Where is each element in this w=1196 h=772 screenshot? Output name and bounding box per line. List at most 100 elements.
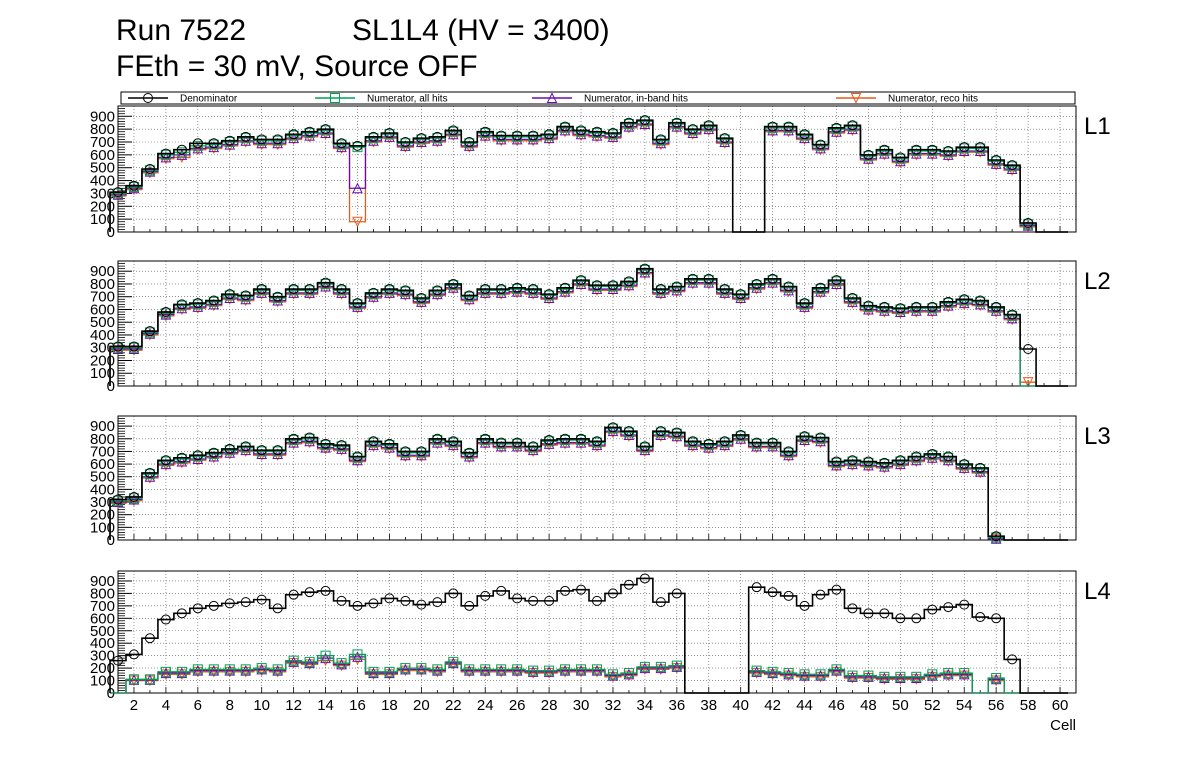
data-point (256, 663, 267, 674)
x-tick-label: 46 (828, 697, 845, 714)
data-point (847, 292, 858, 303)
data-point (863, 456, 874, 467)
data-point (368, 669, 379, 680)
legend-marker-2 (546, 92, 558, 103)
data-point (576, 664, 587, 675)
data-point (799, 129, 810, 140)
data-point (559, 666, 571, 678)
data-point (448, 125, 459, 136)
data-point (288, 655, 299, 666)
data-point (256, 663, 268, 675)
data-point (671, 281, 682, 292)
x-tick-label: 6 (194, 697, 202, 714)
data-point (799, 600, 810, 611)
x-tick-label: 14 (317, 697, 334, 714)
data-point (160, 308, 172, 320)
y-tick-label: 800 (90, 431, 115, 448)
data-point (384, 438, 395, 449)
data-point (767, 437, 778, 448)
panel-label-L1: L1 (1084, 113, 1111, 140)
data-point (990, 533, 1002, 544)
data-point (751, 665, 762, 676)
y-tick-label: 200 (90, 352, 115, 369)
data-point (368, 131, 379, 142)
data-point (895, 672, 906, 684)
data-point (208, 295, 219, 306)
data-point (144, 328, 156, 339)
data-point (751, 668, 762, 679)
data-point (560, 664, 571, 675)
data-point (576, 584, 587, 595)
data-point (879, 672, 890, 684)
data-point (512, 437, 523, 448)
data-point (527, 666, 539, 677)
y-tick-label: 500 (90, 469, 115, 486)
x-tick-label: 36 (668, 697, 685, 714)
y-tick-label: 900 (90, 418, 115, 435)
data-point (224, 664, 235, 675)
data-point (831, 664, 842, 676)
data-point (607, 669, 619, 681)
x-tick-label: 20 (413, 697, 430, 714)
data-point (272, 134, 283, 145)
data-point (112, 189, 124, 200)
data-point (671, 117, 682, 128)
data-point (496, 585, 507, 596)
data-point (799, 669, 810, 680)
data-point (160, 148, 171, 159)
x-tick-label: 44 (796, 697, 813, 714)
data-point (512, 664, 523, 675)
data-point (400, 663, 411, 674)
data-point (495, 666, 507, 678)
x-tick-label: 56 (988, 697, 1005, 714)
data-point (942, 668, 954, 680)
x-tick-label: 16 (349, 697, 366, 714)
data-point (703, 273, 714, 284)
data-point (336, 658, 347, 669)
data-point (240, 441, 251, 452)
y-tick-label: 400 (90, 635, 115, 652)
legend-label-3: Numerator, reco hits (888, 94, 978, 105)
data-point (527, 668, 539, 679)
data-point (751, 582, 762, 593)
data-point (160, 669, 172, 680)
data-point (368, 667, 379, 679)
data-point (767, 273, 778, 284)
data-point (176, 667, 188, 679)
data-point (336, 595, 347, 606)
x-tick-label: 12 (285, 697, 302, 714)
x-tick-label: 10 (253, 697, 270, 714)
data-point (895, 455, 906, 466)
data-point (432, 433, 443, 444)
data-point (288, 129, 299, 140)
data-point (128, 343, 140, 355)
data-point (879, 144, 890, 155)
data-point (176, 666, 187, 677)
data-point (847, 455, 858, 466)
y-tick-label: 600 (90, 301, 115, 318)
data-point (560, 433, 571, 444)
data-point (592, 436, 602, 447)
data-point (847, 603, 858, 614)
data-point (128, 674, 139, 685)
data-point (623, 670, 635, 682)
y-tick-label: 600 (90, 456, 115, 473)
data-point (240, 664, 252, 676)
data-point (480, 664, 491, 675)
x-tick-label: 52 (924, 697, 941, 714)
data-point (384, 667, 395, 679)
data-point (224, 666, 236, 678)
legend-marker-0 (143, 93, 153, 103)
data-point (591, 664, 603, 676)
data-point (911, 671, 922, 682)
data-point (368, 287, 379, 298)
data-point (815, 139, 826, 150)
data-point (1022, 219, 1034, 231)
data-point (336, 660, 347, 672)
data-point (639, 441, 650, 452)
data-point (320, 652, 331, 664)
data-point (352, 649, 363, 660)
data-point (304, 587, 315, 598)
data-point (128, 649, 139, 660)
data-point (256, 445, 267, 456)
